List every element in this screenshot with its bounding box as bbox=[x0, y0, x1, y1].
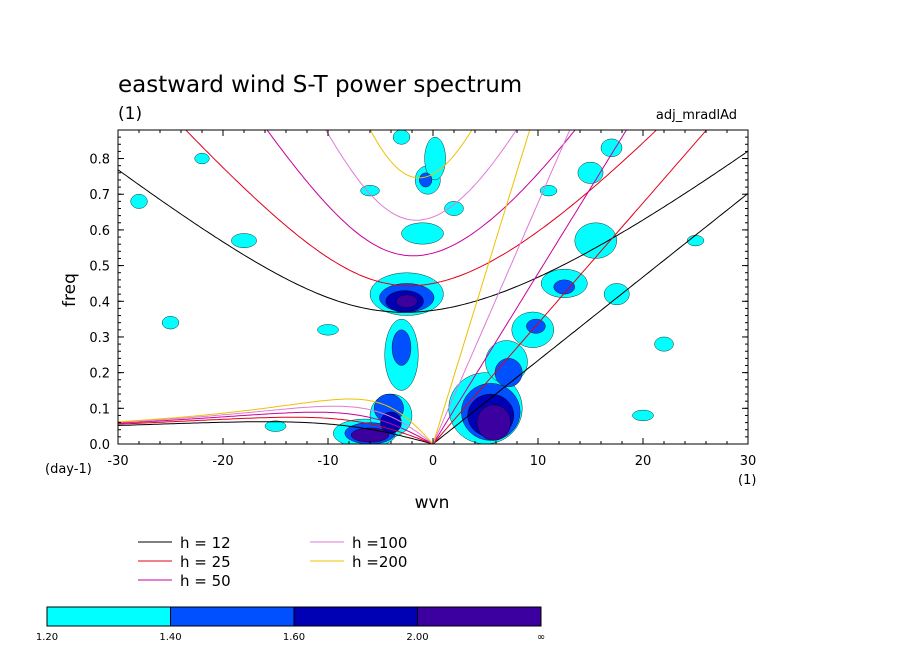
x-tick-label: 0 bbox=[429, 454, 437, 469]
colorbar-swatch bbox=[293, 606, 418, 627]
contour-region-12 bbox=[603, 283, 630, 306]
y-tick-label: 0.3 bbox=[89, 331, 110, 346]
y-unit-label: (day-1) bbox=[45, 462, 92, 477]
curve-inertia-gravity-h25 bbox=[185, 130, 658, 287]
contour-region-20 bbox=[130, 194, 148, 209]
curve-inertia-gravity-h200 bbox=[369, 130, 473, 179]
y-tick-label: 0.5 bbox=[89, 260, 110, 275]
x-axis-label: wvn bbox=[415, 493, 450, 513]
contour-region-34 bbox=[494, 358, 523, 388]
colorbar-swatch bbox=[170, 606, 295, 627]
curve-kelvin-h200 bbox=[432, 130, 531, 444]
curve-kelvin-h12 bbox=[432, 193, 748, 444]
contour-region-6 bbox=[401, 222, 444, 245]
contour-region-24 bbox=[632, 409, 654, 422]
contour-region-36 bbox=[553, 279, 575, 295]
contour-region-41 bbox=[396, 294, 418, 308]
curve-inertia-gravity-h50 bbox=[266, 130, 576, 257]
contour-region-13 bbox=[577, 161, 604, 184]
curve-rossby-h12 bbox=[118, 421, 434, 444]
x-tick-label: -20 bbox=[212, 454, 233, 469]
x-axis: -30 -20 -10 0 10 20 30 bbox=[107, 130, 756, 469]
chart-subtitle-right: adj_mradlAd bbox=[656, 108, 737, 123]
y-tick-label: 0.7 bbox=[89, 188, 110, 203]
colorbar-label: 1.40 bbox=[159, 632, 181, 643]
y-axis-label: freq bbox=[60, 273, 80, 307]
contour-region-23 bbox=[264, 420, 287, 432]
contour-region-40 bbox=[350, 427, 390, 443]
curve-kelvin-h25 bbox=[432, 130, 708, 444]
contour-region-17 bbox=[317, 324, 339, 336]
contour-region-21 bbox=[654, 336, 674, 352]
curve-inertia-gravity-h100 bbox=[325, 130, 517, 221]
legend-label: h = 50 bbox=[180, 572, 231, 590]
colorbar-label: 1.20 bbox=[36, 632, 58, 643]
y-axis: 0.0 0.1 0.2 0.3 0.4 0.5 0.6 0.7 0.8 bbox=[89, 136, 748, 453]
y-tick-label: 0.8 bbox=[89, 153, 110, 168]
x-unit-label: (1) bbox=[738, 473, 756, 488]
curve-kelvin-h50 bbox=[432, 130, 628, 444]
y-tick-label: 0.4 bbox=[89, 295, 110, 310]
y-tick-label: 0.2 bbox=[89, 367, 110, 382]
x-tick-label: 10 bbox=[530, 454, 547, 469]
colorbar: 1.20 1.40 1.60 2.00 ∞ bbox=[36, 606, 545, 643]
x-tick-label: 20 bbox=[635, 454, 652, 469]
curve-rossby-h25 bbox=[118, 416, 434, 444]
legend-label: h = 12 bbox=[180, 534, 231, 552]
curve-rossby-h200 bbox=[118, 398, 434, 444]
legend-label: h = 25 bbox=[180, 553, 231, 571]
contour-region-42 bbox=[476, 404, 511, 441]
colorbar-label: 1.60 bbox=[283, 632, 305, 643]
curve-rossby-h50 bbox=[118, 411, 434, 444]
contour-region-16 bbox=[161, 316, 180, 330]
contour-region-22 bbox=[686, 235, 705, 247]
chart-title: eastward wind S-T power spectrum bbox=[118, 72, 522, 98]
legend-label: h =100 bbox=[352, 534, 407, 552]
contour-region-15 bbox=[231, 233, 257, 248]
contour-region-11 bbox=[574, 222, 617, 259]
y-tick-label: 0.0 bbox=[89, 438, 110, 453]
y-tick-label: 0.6 bbox=[89, 224, 110, 239]
curve-rossby-h100 bbox=[118, 405, 434, 444]
contour-region-25 bbox=[194, 152, 210, 165]
chart-subtitle-left: (1) bbox=[118, 104, 142, 124]
contour-region-14 bbox=[600, 138, 623, 157]
x-tick-label: -30 bbox=[107, 454, 128, 469]
curve-kelvin-h100 bbox=[432, 130, 571, 444]
contour-region-19 bbox=[444, 201, 464, 216]
dispersion-curves bbox=[118, 130, 748, 444]
colorbar-swatch bbox=[417, 606, 542, 627]
curve-inertia-gravity-h12 bbox=[118, 150, 748, 313]
legend-label: h =200 bbox=[352, 553, 407, 571]
colorbar-label: 2.00 bbox=[406, 632, 428, 643]
colorbar-label: ∞ bbox=[537, 632, 545, 643]
x-tick-label: -10 bbox=[317, 454, 338, 469]
contour-region-30 bbox=[391, 329, 412, 366]
y-tick-label: 0.1 bbox=[89, 402, 110, 417]
colorbar-swatch bbox=[46, 606, 171, 627]
x-tick-label: 30 bbox=[740, 454, 757, 469]
contour-region-26 bbox=[539, 185, 558, 197]
contour-region-27 bbox=[392, 130, 411, 145]
